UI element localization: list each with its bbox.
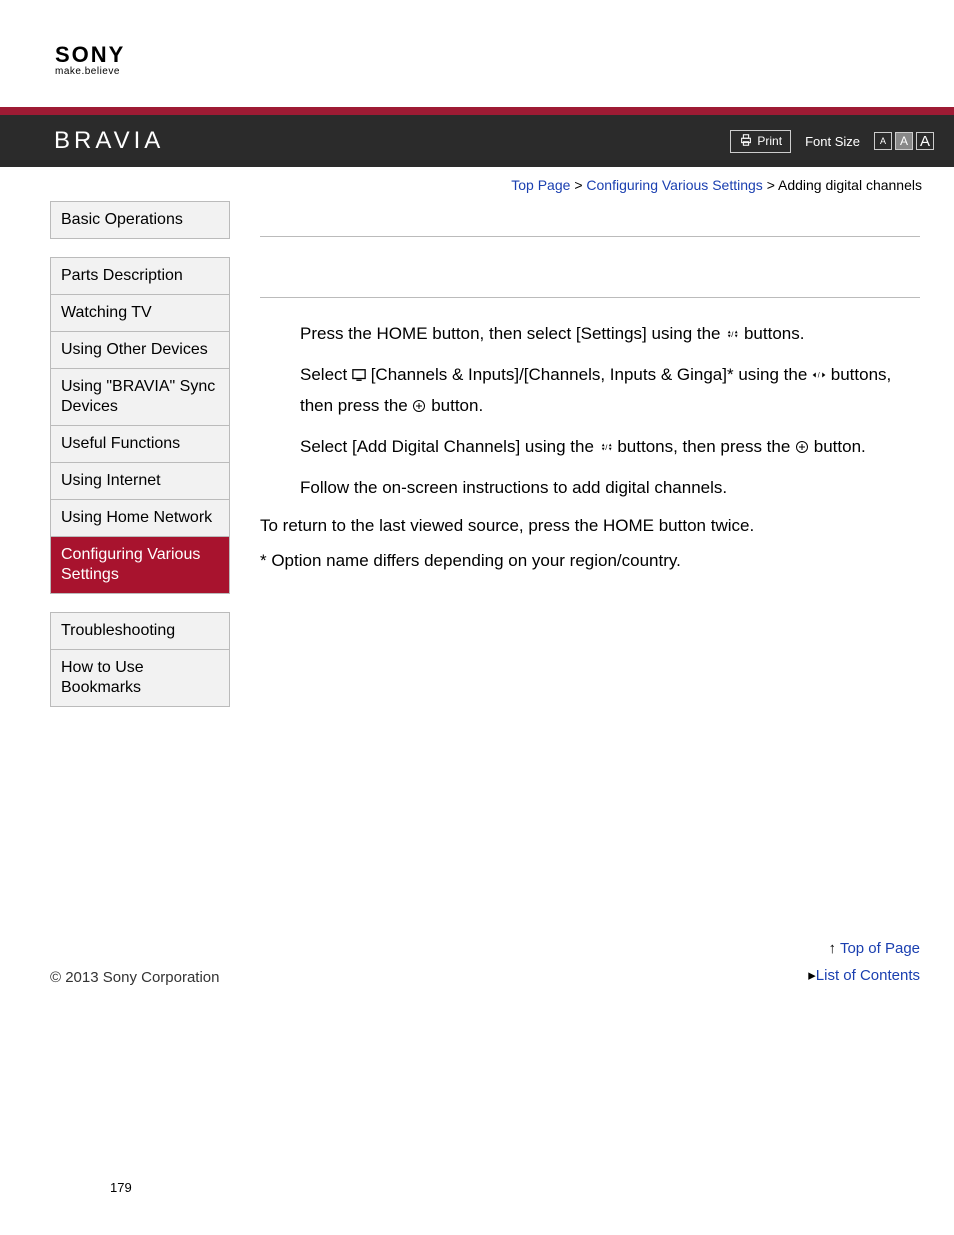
tv-icon [352, 363, 366, 392]
font-size-medium-button[interactable]: A [895, 132, 913, 150]
step-3: Select [Add Digital Channels] using the … [300, 433, 920, 464]
breadcrumb-current: Adding digital channels [778, 177, 922, 193]
divider [260, 297, 920, 298]
font-size-small-button[interactable]: A [874, 132, 892, 150]
sidebar-item[interactable]: Useful Functions [51, 426, 229, 463]
svg-text:/: / [605, 442, 608, 451]
post-note-1: To return to the last viewed source, pre… [260, 512, 920, 541]
step-4: Follow the on-screen instructions to add… [300, 474, 920, 503]
sidebar-item[interactable]: Configuring Various Settings [51, 537, 229, 593]
font-size-label: Font Size [805, 134, 860, 149]
step-2: Select [Channels & Inputs]/[Channels, In… [300, 361, 920, 423]
print-button[interactable]: Print [730, 130, 791, 153]
up-down-arrow-icon: / [725, 322, 739, 351]
post-note-2: * Option name differs depending on your … [260, 547, 920, 576]
breadcrumb-sep: > [767, 177, 775, 193]
sidebar-item[interactable]: Basic Operations [51, 202, 229, 238]
breadcrumb-sep: > [574, 177, 582, 193]
sony-logo: SONY [55, 42, 954, 68]
sidebar-item[interactable]: Using Home Network [51, 500, 229, 537]
font-size-buttons: A A A [874, 132, 934, 150]
up-arrow-icon: ↑ [829, 940, 840, 957]
sidebar-item[interactable]: Troubleshooting [51, 613, 229, 650]
main-content: Press the HOME button, then select [Sett… [230, 201, 954, 725]
top-of-page-link[interactable]: Top of Page [840, 940, 920, 957]
logo-area: SONY make.believe [0, 0, 954, 77]
bravia-logo: BRAVIA [54, 127, 164, 155]
print-label: Print [757, 134, 782, 148]
right-triangle-icon: ▸ [808, 967, 816, 984]
step-1: Press the HOME button, then select [Sett… [300, 320, 920, 351]
sidebar-nav: Basic Operations Parts DescriptionWatchi… [50, 201, 230, 725]
breadcrumb-section-link[interactable]: Configuring Various Settings [586, 177, 762, 193]
sidebar-item[interactable]: Using Internet [51, 463, 229, 500]
sidebar-item[interactable]: Watching TV [51, 295, 229, 332]
plus-circle-icon [795, 435, 809, 464]
sidebar-item[interactable]: How to Use Bookmarks [51, 650, 229, 706]
divider [260, 236, 920, 237]
print-icon [739, 133, 753, 150]
list-of-contents-link[interactable]: List of Contents [816, 967, 920, 984]
sidebar-item[interactable]: Using "BRAVIA" Sync Devices [51, 369, 229, 426]
font-size-large-button[interactable]: A [916, 132, 934, 150]
left-right-arrow-icon: / [812, 363, 826, 392]
sony-tagline: make.believe [55, 66, 954, 77]
svg-text:/: / [818, 372, 820, 379]
breadcrumb-top-link[interactable]: Top Page [511, 177, 570, 193]
plus-circle-icon [412, 394, 426, 423]
svg-text:/: / [732, 330, 735, 339]
red-accent-bar [0, 107, 954, 115]
page-number: 179 [110, 1180, 132, 1195]
header-bar: BRAVIA Print Font Size A A A [0, 115, 954, 167]
sidebar-item[interactable]: Using Other Devices [51, 332, 229, 369]
up-down-arrow-icon: / [599, 435, 613, 464]
sidebar-item[interactable]: Parts Description [51, 258, 229, 295]
breadcrumb: Top Page > Configuring Various Settings … [0, 167, 954, 201]
